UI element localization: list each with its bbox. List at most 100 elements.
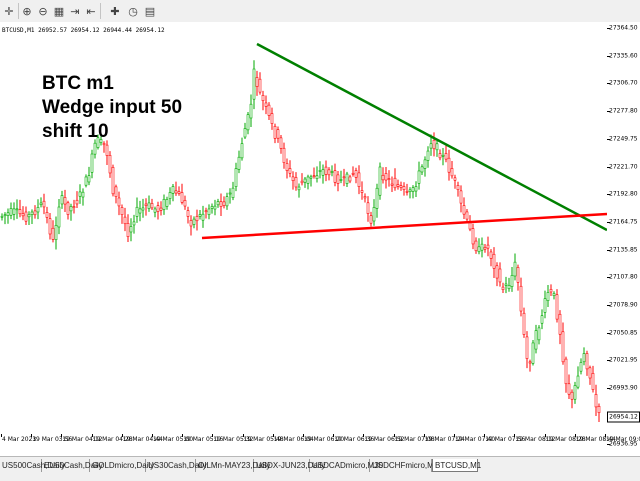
candle-body [177,191,181,194]
candle-body [456,185,460,190]
candle-body [219,201,223,207]
candle-body [489,251,493,259]
price-tick [607,83,610,85]
time-scale[interactable]: 4 Mar 2023 19 Mar 03:56 19 Mar 04:12 19 Mar… [0,434,640,456]
candle-body [237,156,241,170]
time-label: 19 Mar 09:00 [606,436,640,443]
candle-body [399,185,403,188]
candle-body [279,137,283,149]
candle-body [417,170,421,184]
candle-body [111,167,115,195]
candle-body [9,208,13,216]
time-label: 19 Mar 04:44 [122,436,163,443]
time-label: 19 Mar 05:00 [153,436,194,443]
candle-body [96,137,100,148]
candle-body [105,144,109,156]
chart-tab[interactable]: US30Cash,Daily [148,459,207,472]
time-label: 19 Mar 07:40 [455,436,496,443]
tile-windows-icon[interactable]: ▦ [53,4,65,18]
price-tick [607,28,610,29]
candle-body [546,292,550,301]
candle-body [414,186,418,192]
chart-tab[interactable]: BTCUSD,M1 [432,459,481,472]
chart-tab[interactable]: GOLDmicro,Daily [92,459,155,472]
candle-body [525,336,529,359]
candle-body [174,190,178,194]
candle-body [366,202,370,214]
chart-area[interactable]: BTCUSD,M1 26952.57 26954.12 26944.44 269… [0,22,640,456]
candle-body [102,142,106,146]
price-label: 26993.90 [609,384,638,392]
scroll-end-icon[interactable]: ⇥ [70,4,80,18]
candle-body [432,139,436,150]
candle-body [165,199,169,207]
candle-body [363,196,367,199]
time-tick [333,434,335,437]
candle-body [246,114,250,131]
time-tick [454,434,455,437]
time-tick [212,434,214,437]
time-label: 19 Mar 05:16 [183,436,224,443]
candle-body [87,175,91,183]
chart-tab[interactable]: USDCADmicro,M30 [312,459,384,472]
candle-body [390,183,394,186]
candle-body [6,212,10,216]
candle-body [231,187,235,198]
candle-body [351,172,355,175]
candle-body [39,202,43,205]
candle-body [240,143,244,159]
time-tick [1,434,2,437]
candle-body [522,312,526,335]
candle-body [564,358,568,385]
candle-body [516,267,520,283]
candle-body [510,275,514,287]
indicators-icon[interactable]: ✚ [110,4,120,18]
time-label: 19 Mar 07:56 [485,436,526,443]
candle-body [117,197,121,207]
chart-shift-icon[interactable]: ⇤ [86,4,96,18]
time-label: 19 Mar 08:28 [545,436,586,443]
candle-body [438,153,442,159]
time-label: 19 Mar 04:28 [92,436,133,443]
candle-body [0,215,4,218]
time-label: 19 Mar 04:12 [62,436,103,443]
candle-body [594,394,598,408]
candle-body [309,176,313,179]
price-scale[interactable]: 27364.50 27335.60 27306.70 27277.80 27249.75… [607,22,640,456]
candle-body [471,228,475,245]
price-tick [607,305,610,306]
candle-body [153,208,157,213]
templates-icon[interactable]: ▤ [144,4,156,18]
candle-body [51,227,55,240]
price-label: 27221.70 [609,163,638,170]
candle-body [126,223,130,237]
price-chart[interactable] [0,22,607,456]
wedge-lower-line[interactable] [201,212,607,240]
candle-body [495,265,499,279]
chart-tab[interactable]: US500Cash,Daily [2,459,66,472]
candle-body [12,208,16,215]
candle-body [291,176,295,181]
chart-tab[interactable]: USDX-JUN23,Daily [256,459,326,472]
price-label: 27249.75 [609,135,638,143]
zoom-in-icon[interactable]: ⊕ [22,4,32,18]
annotation-line-2: Wedge input 50 [42,97,183,118]
crosshair-icon[interactable]: ✛ [4,4,14,18]
candle-body [384,173,388,181]
candle-body [57,206,61,228]
periods-icon[interactable]: ◷ [128,4,138,18]
price-tick [607,388,610,390]
wedge-upper-line[interactable] [256,42,607,232]
candle-body [585,353,589,370]
chart-tab[interactable]: USDCHFmicro,M30 [372,459,443,472]
candle-body [144,203,148,206]
zoom-out-icon[interactable]: ⊖ [38,4,48,18]
candle-body [24,211,28,222]
candle-body [531,342,535,364]
chart-tab[interactable]: OILMn-MAY23,Daily [198,459,271,472]
candle-body [486,244,490,249]
candle-body [591,373,595,390]
chart-tab[interactable]: EU50Cash,Daily [44,459,103,472]
price-label: 27107.80 [609,273,638,281]
candle-body [576,375,580,388]
